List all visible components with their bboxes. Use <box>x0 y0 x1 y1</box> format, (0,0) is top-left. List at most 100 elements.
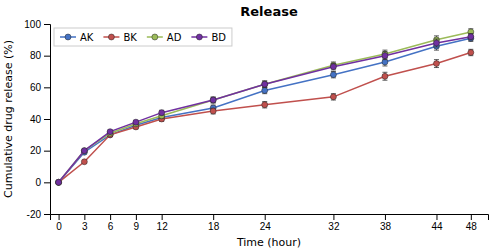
point <box>262 88 268 94</box>
error-bar-cap <box>434 39 439 40</box>
legend-box <box>54 28 232 46</box>
x-tick-label: 0 <box>56 221 62 232</box>
x-tick-label: 12 <box>157 221 169 232</box>
x-tick-mark <box>471 214 472 220</box>
legend-label: AK <box>80 32 94 43</box>
point <box>56 179 62 185</box>
error-bar-cap <box>382 80 387 81</box>
point <box>262 102 268 108</box>
error-bar-cap <box>382 50 387 51</box>
series-line <box>59 37 471 183</box>
title: Release <box>240 4 298 19</box>
y-tick-mark <box>44 119 50 120</box>
legend-marker <box>152 34 158 40</box>
x-tick-mark <box>59 214 60 220</box>
point <box>56 179 62 185</box>
y-tick: 60 <box>30 82 50 93</box>
y-tick-label: 80 <box>30 50 42 61</box>
y-tick-mark <box>44 151 50 152</box>
error-bar <box>159 110 164 115</box>
error-bar <box>382 52 387 60</box>
series-line <box>59 38 471 182</box>
legend-item: BD <box>191 32 226 43</box>
point <box>382 53 388 59</box>
y-tick: 0 <box>35 177 50 188</box>
y-tick-mark <box>44 87 50 88</box>
x-tick-mark <box>265 214 266 220</box>
x-tick: 48 <box>466 214 478 232</box>
error-bar-cap <box>382 59 387 60</box>
error-bar <box>211 97 216 103</box>
error-bar-cap <box>434 67 439 68</box>
x-tick-label: 32 <box>328 221 340 232</box>
error-bar <box>382 50 387 58</box>
y-axis-title: Cumulative drug release (%) <box>2 40 15 198</box>
y-axis-line <box>44 25 51 215</box>
x-axis-line <box>51 215 489 221</box>
point <box>107 129 113 135</box>
error-bar-cap <box>382 65 387 66</box>
point <box>210 108 216 114</box>
point <box>330 72 336 78</box>
error-bar-cap <box>434 50 439 51</box>
x-tick-mark <box>436 214 437 220</box>
point <box>56 179 62 185</box>
legend: AK BK AD BD <box>54 28 232 46</box>
legend-item: BK <box>103 32 137 43</box>
error-bar <box>262 102 267 108</box>
x-tick-mark <box>385 214 386 220</box>
x-tick-mark <box>84 214 85 220</box>
point <box>56 179 62 185</box>
chart: 036912182432384448-20020406080100AKBKADB… <box>0 0 500 250</box>
legend-marker <box>108 34 114 40</box>
error-bar-cap <box>434 59 439 60</box>
point <box>468 50 474 56</box>
y-tick-label: 40 <box>30 114 42 125</box>
point <box>262 81 268 87</box>
legend-marker <box>65 34 71 40</box>
x-tick-mark <box>213 214 214 220</box>
error-bar <box>262 81 267 87</box>
error-bar <box>468 49 473 55</box>
error-bar <box>262 87 267 93</box>
error-bar <box>434 39 439 47</box>
point <box>159 110 165 116</box>
x-tick: 38 <box>380 214 392 232</box>
x-tick-label: 9 <box>134 221 140 232</box>
y-tick-mark <box>44 24 50 25</box>
x-tick-mark <box>136 214 137 220</box>
error-bar <box>382 72 387 80</box>
x-tick-label: 38 <box>380 221 392 232</box>
legend-item: AD <box>147 32 182 43</box>
point <box>382 73 388 79</box>
error-bar <box>211 97 216 103</box>
y-tick-mark <box>44 182 50 183</box>
x-tick: 24 <box>260 214 272 232</box>
x-tick: 3 <box>82 214 88 232</box>
x-axis-title: Time (hour) <box>236 236 301 249</box>
point <box>262 81 268 87</box>
error-bar-cap <box>434 35 439 36</box>
error-bar <box>434 60 439 68</box>
point <box>210 97 216 103</box>
point <box>81 148 87 154</box>
y-tick: 20 <box>30 145 50 156</box>
y-tick-label: -20 <box>27 209 42 220</box>
y-tick: 100 <box>24 19 50 30</box>
error-bar <box>262 81 267 87</box>
x-tick-mark <box>110 214 111 220</box>
y-tick: 80 <box>30 50 50 61</box>
point <box>330 64 336 70</box>
x-tick: 32 <box>328 214 340 232</box>
error-bar <box>331 64 336 70</box>
plot-area: 036912182432384448-20020406080100AKBKADB… <box>24 19 488 232</box>
x-tick: 9 <box>134 214 140 232</box>
marks <box>56 29 474 186</box>
legend-item: AK <box>60 32 94 43</box>
x-tick: 18 <box>208 214 220 232</box>
y-tick-mark <box>44 214 50 215</box>
point <box>468 34 474 40</box>
y-tick-label: 20 <box>30 145 42 156</box>
x-tick-mark <box>162 214 163 220</box>
y-axis: -20 0 20 40 60 80 100 <box>24 19 50 220</box>
